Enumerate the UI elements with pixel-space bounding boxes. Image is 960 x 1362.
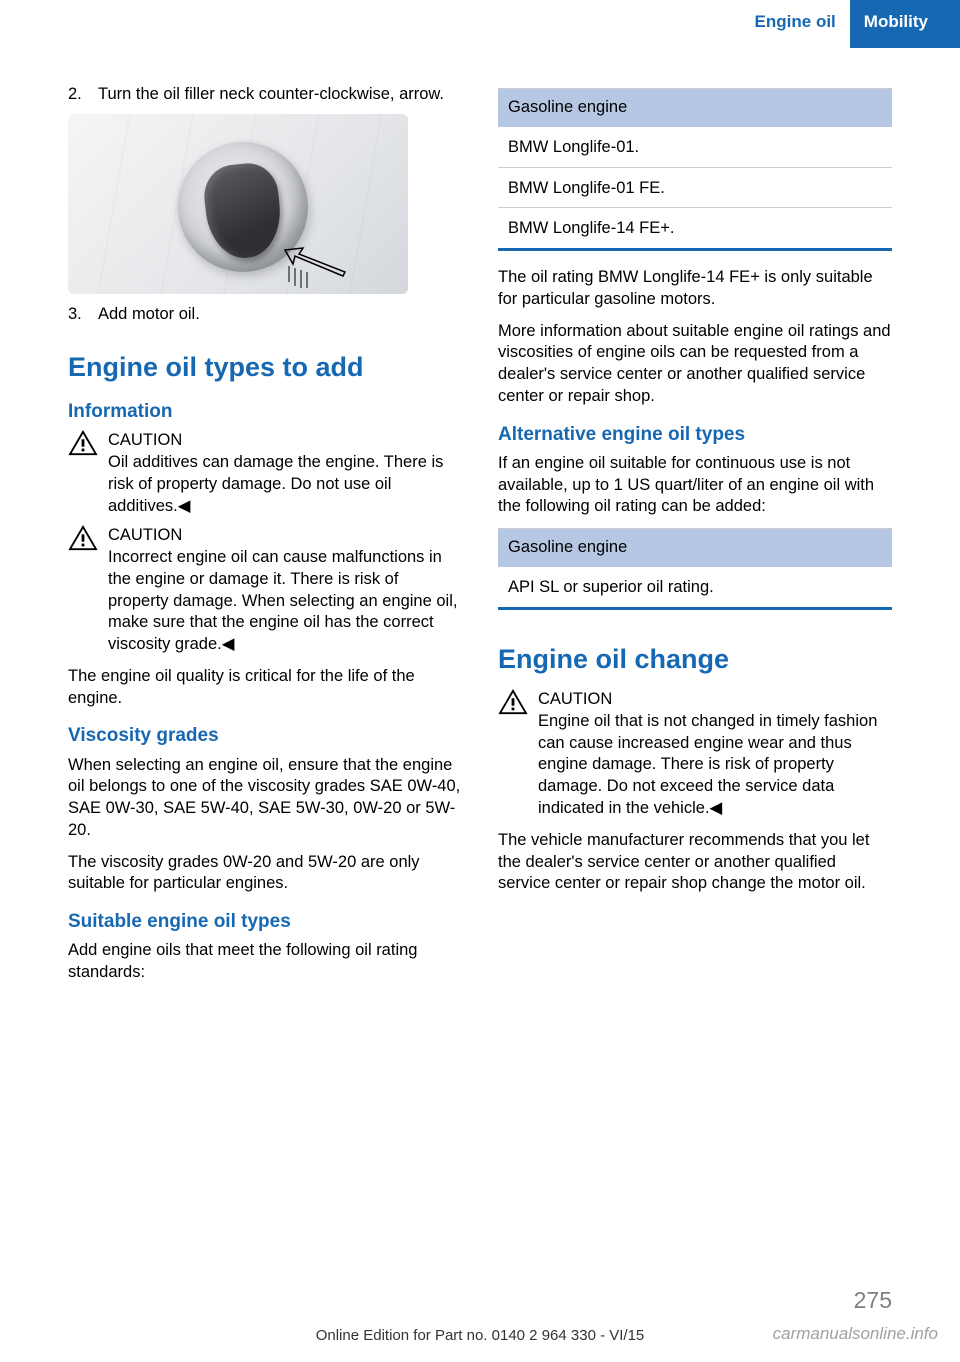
table-row: API SL or superior oil rating. <box>498 567 892 610</box>
heading-information: Information <box>68 399 462 424</box>
heading-suitable-types: Suitable engine oil types <box>68 909 462 934</box>
caution-block-2: CAUTION Incorrect engine oil can cause m… <box>68 525 462 656</box>
oil-change-text: The vehicle manufacturer recommends that… <box>498 830 892 895</box>
gasoline-engine-table-2: Gasoline engine API SL or superior oil r… <box>498 528 892 610</box>
caution-content: CAUTION Incorrect engine oil can cause m… <box>108 525 462 656</box>
heading-oil-change: Engine oil change <box>498 642 892 678</box>
left-column: 2. Turn the oil filler neck counter-cloc… <box>68 84 462 994</box>
step-text: Add motor oil. <box>98 304 200 326</box>
page-number: 275 <box>854 1287 892 1314</box>
caution-label: CAUTION <box>108 526 182 544</box>
header: Engine oil Mobility <box>0 0 960 48</box>
table-row: BMW Longlife-01. <box>498 127 892 168</box>
table-header: Gasoline engine <box>498 529 892 567</box>
heading-oil-types: Engine oil types to add <box>68 350 462 386</box>
table-row: BMW Longlife-14 FE+. <box>498 208 892 251</box>
caution-content: CAUTION Oil additives can damage the eng… <box>108 430 462 517</box>
caution-icon <box>68 525 98 551</box>
step-text: Turn the oil filler neck counter-clockwi… <box>98 84 444 106</box>
viscosity-text-1: When selecting an engine oil, ensure tha… <box>68 755 462 842</box>
step-number: 2. <box>68 84 86 106</box>
caution-label: CAUTION <box>538 690 612 708</box>
caution-block-change: CAUTION Engine oil that is not changed i… <box>498 689 892 820</box>
caution-text: Oil additives can damage the engine. The… <box>108 453 443 515</box>
caution-content: CAUTION Engine oil that is not changed i… <box>538 689 892 820</box>
step-2: 2. Turn the oil filler neck counter-cloc… <box>68 84 462 106</box>
caution-block-1: CAUTION Oil additives can damage the eng… <box>68 430 462 517</box>
header-section: Engine oil <box>741 0 850 48</box>
watermark: carmanualsonline.info <box>773 1324 938 1344</box>
after-table-text-2: More information about suitable engine o… <box>498 321 892 408</box>
header-chapter: Mobility <box>850 0 960 48</box>
step-3: 3. Add motor oil. <box>68 304 462 326</box>
table-header: Gasoline engine <box>498 89 892 127</box>
oil-filler-figure <box>68 114 408 294</box>
table-row: BMW Longlife-01 FE. <box>498 168 892 209</box>
caution-text: Incorrect engine oil can cause malfuncti… <box>108 548 457 653</box>
caution-icon <box>68 430 98 456</box>
alternative-text: If an engine oil suitable for continuous… <box>498 453 892 518</box>
caution-icon <box>498 689 528 715</box>
gasoline-engine-table-1: Gasoline engine BMW Longlife-01. BMW Lon… <box>498 88 892 251</box>
arrow-icon <box>283 246 353 290</box>
heading-viscosity: Viscosity grades <box>68 723 462 748</box>
after-table-text-1: The oil rating BMW Longlife-14 FE+ is on… <box>498 267 892 311</box>
caution-text: Engine oil that is not changed in timely… <box>538 712 877 817</box>
suitable-text: Add engine oils that meet the following … <box>68 940 462 984</box>
heading-alternative: Alternative engine oil types <box>498 422 892 447</box>
oil-quality-text: The engine oil quality is critical for t… <box>68 666 462 710</box>
caution-label: CAUTION <box>108 431 182 449</box>
viscosity-text-2: The viscosity grades 0W-20 and 5W-20 are… <box>68 852 462 896</box>
step-number: 3. <box>68 304 86 326</box>
right-column: Gasoline engine BMW Longlife-01. BMW Lon… <box>498 84 892 994</box>
page-content: 2. Turn the oil filler neck counter-cloc… <box>0 48 960 994</box>
